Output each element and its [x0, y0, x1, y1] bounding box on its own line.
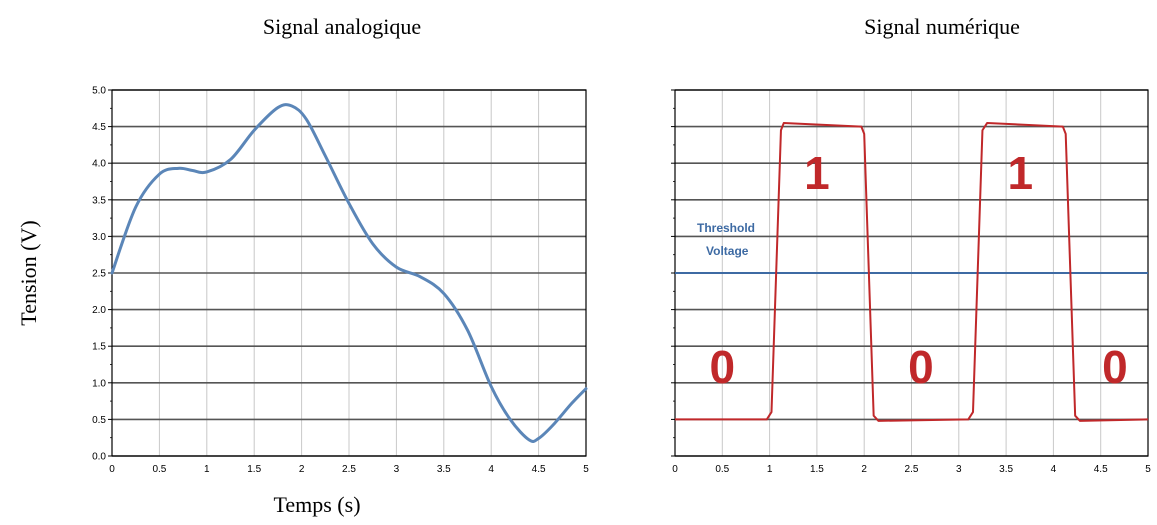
analog-y-tick-label: 1.0: [92, 378, 106, 389]
digital-x-tick-label: 4: [1051, 464, 1057, 475]
analog-x-tick-label: 4: [488, 464, 494, 475]
analog-x-tick-label: 3.5: [437, 464, 451, 475]
bit-label: 0: [1102, 341, 1128, 393]
digital-x-tick-label: 3.5: [999, 464, 1013, 475]
analog-y-tick-label: 0.0: [92, 452, 106, 463]
bit-label: 1: [804, 147, 830, 199]
analog-x-tick-label: 0: [109, 464, 115, 475]
analog-x-tick-label: 1: [204, 464, 210, 475]
digital-x-tick-label: 1.5: [810, 464, 824, 475]
analog-signal-line: [110, 103, 588, 443]
digital-x-tick-label: 3: [956, 464, 962, 475]
digital-x-tick-label: 2: [861, 464, 867, 475]
x-axis-title: Temps (s): [273, 492, 360, 517]
analog-y-tick-label: 1.5: [92, 342, 106, 353]
analog-y-tick-label: 2.5: [92, 269, 106, 280]
digital-x-tick-label: 5: [1145, 464, 1151, 475]
analog-chart-title: Signal analogique: [263, 14, 421, 39]
analog-x-tick-label: 1.5: [247, 464, 261, 475]
bit-label: 0: [710, 341, 736, 393]
analog-grid: [108, 89, 587, 457]
digital-tick-labels: 0 0.5 1 1.5 2 2.5 3 3.5 4 4.5 5: [672, 464, 1151, 475]
analog-y-tick-label: 2.0: [92, 305, 106, 316]
analog-y-tick-label: 4.0: [92, 159, 106, 170]
threshold-label-line2: Voltage: [706, 244, 749, 258]
analog-y-tick-label: 3.5: [92, 195, 106, 206]
analog-x-tick-label: 2.5: [342, 464, 356, 475]
analog-x-tick-label: 0.5: [152, 464, 166, 475]
threshold-label-line1: Threshold: [697, 221, 755, 235]
analog-y-tick-label: 4.5: [92, 122, 106, 133]
digital-chart-title: Signal numérique: [864, 14, 1020, 39]
digital-x-tick-label: 0.5: [715, 464, 729, 475]
y-axis-title: Tension (V): [16, 220, 41, 325]
digital-signal-line: [675, 121, 1149, 422]
digital-bit-labels: 0 1 0 1 0: [710, 147, 1128, 393]
bit-label: 0: [908, 341, 934, 393]
analog-y-tick-label: 0.5: [92, 415, 106, 426]
analog-x-tick-label: 5: [583, 464, 589, 475]
digital-x-tick-label: 4.5: [1094, 464, 1108, 475]
analog-x-tick-label: 2: [299, 464, 305, 475]
digital-x-tick-label: 2.5: [905, 464, 919, 475]
analog-x-tick-label: 4.5: [532, 464, 546, 475]
analog-y-tick-label: 3.0: [92, 232, 106, 243]
analog-x-tick-label: 3: [394, 464, 400, 475]
digital-x-tick-label: 0: [672, 464, 678, 475]
analog-tick-labels: 0 0.5 1 1.5 2 2.5 3 3.5 4 4.5 5 0.0 0.5 1.0 1.5 2.0 2.5 3…: [92, 86, 589, 476]
digital-x-tick-label: 1: [767, 464, 773, 475]
analog-y-tick-label: 5.0: [92, 86, 106, 97]
bit-label: 1: [1007, 147, 1033, 199]
